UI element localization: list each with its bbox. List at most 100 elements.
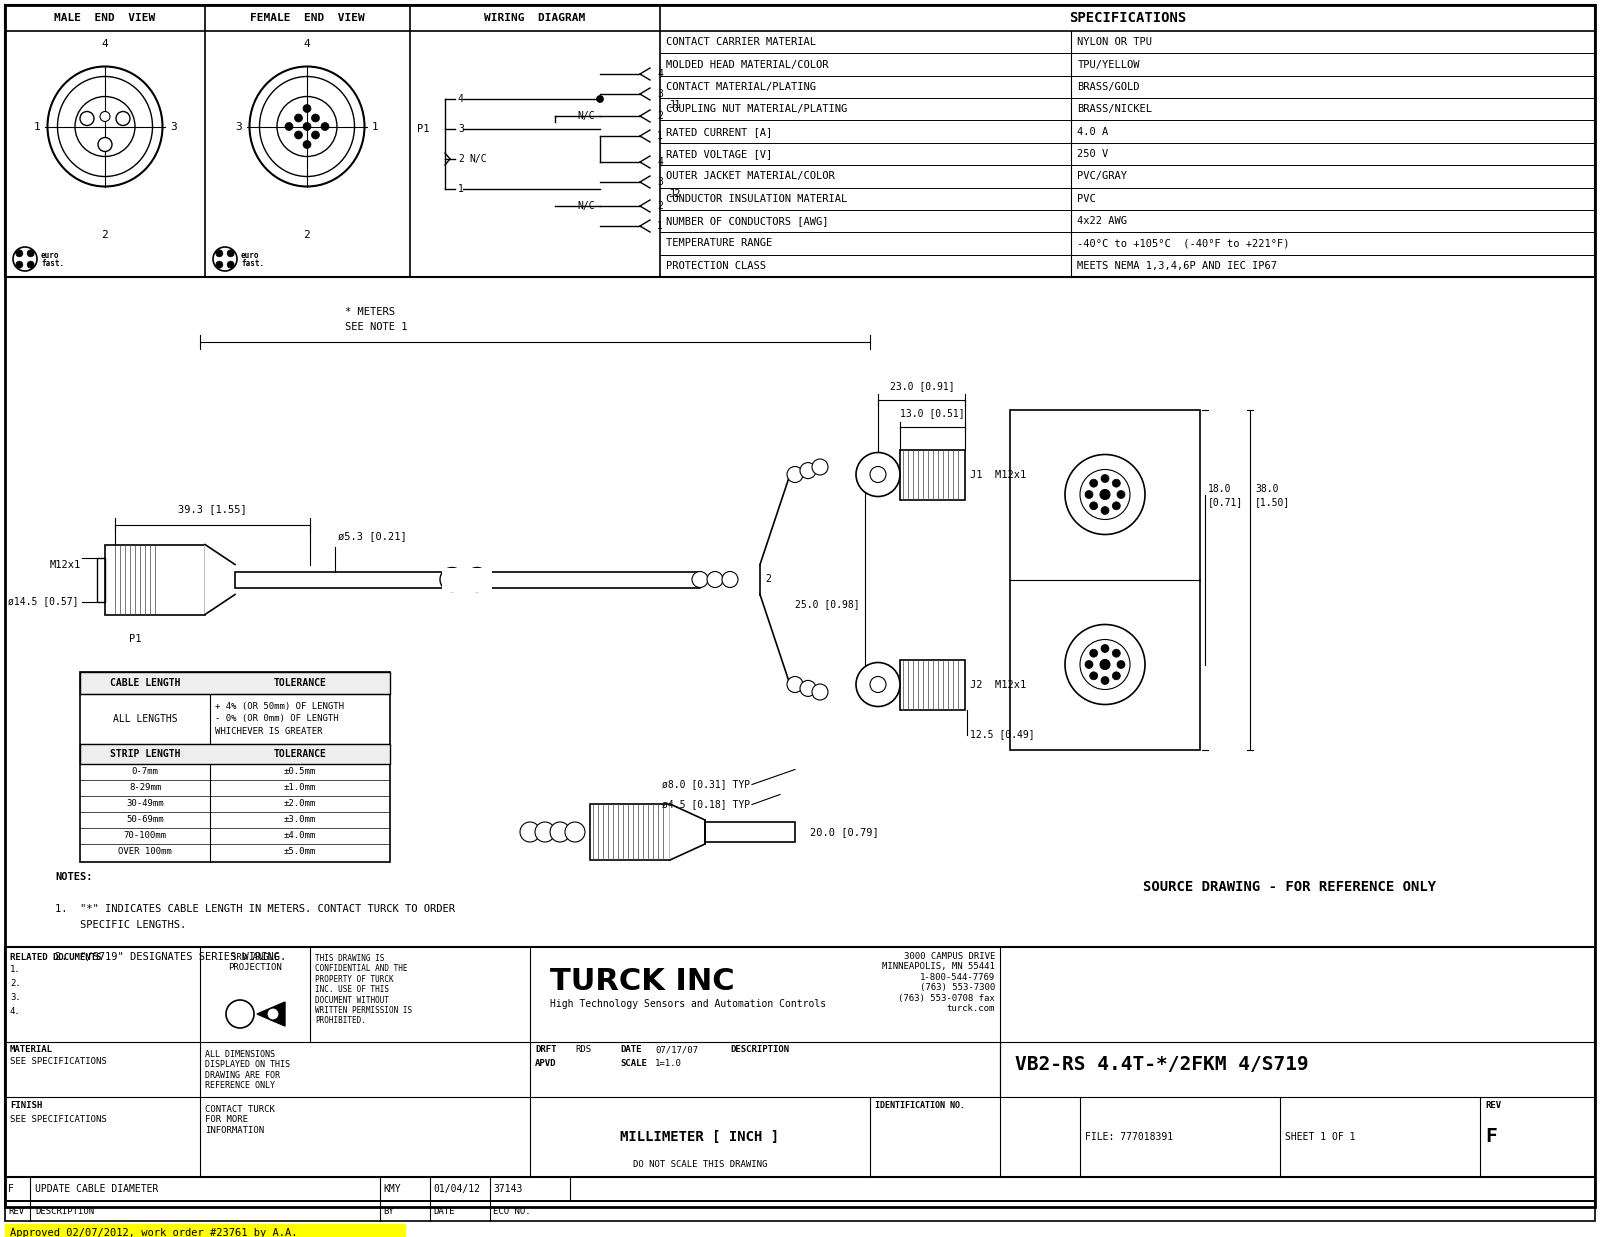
Circle shape <box>16 250 22 257</box>
Circle shape <box>1112 672 1120 680</box>
Bar <box>5 948 1595 1176</box>
Text: NUMBER OF CONDUCTORS [AWG]: NUMBER OF CONDUCTORS [AWG] <box>666 216 829 226</box>
Text: 3.: 3. <box>10 992 21 1002</box>
Text: CABLE LENGTH: CABLE LENGTH <box>110 678 181 688</box>
Text: 2: 2 <box>102 230 109 240</box>
Text: BRASS/GOLD: BRASS/GOLD <box>1077 82 1139 92</box>
Text: 4: 4 <box>658 157 662 167</box>
Text: 3: 3 <box>170 121 176 131</box>
Text: KMY: KMY <box>382 1184 400 1194</box>
Text: CONTACT CARRIER MATERIAL: CONTACT CARRIER MATERIAL <box>666 37 816 47</box>
Bar <box>80 672 390 862</box>
Circle shape <box>707 571 723 588</box>
Text: RDS: RDS <box>574 1045 590 1054</box>
Text: P1: P1 <box>128 635 141 644</box>
Text: 1: 1 <box>658 131 662 141</box>
Text: ø8.0 [0.31] TYP: ø8.0 [0.31] TYP <box>662 779 750 789</box>
Text: TURCK INC: TURCK INC <box>550 967 734 997</box>
Text: 3000 CAMPUS DRIVE
MINNEAPOLIS, MN 55441
1-800-544-7769
(763) 553-7300
(763) 553-: 3000 CAMPUS DRIVE MINNEAPOLIS, MN 55441 … <box>882 952 995 1013</box>
Bar <box>80 743 390 764</box>
Text: euro: euro <box>42 251 59 260</box>
Bar <box>5 1223 405 1237</box>
Text: 18.0: 18.0 <box>1208 485 1232 495</box>
Text: 30-49mm: 30-49mm <box>126 799 163 809</box>
Text: MILLIMETER [ INCH ]: MILLIMETER [ INCH ] <box>621 1131 779 1144</box>
Circle shape <box>302 104 310 113</box>
Text: MALE  END  VIEW: MALE END VIEW <box>54 14 155 24</box>
Text: - 0% (OR 0mm) OF LENGTH: - 0% (OR 0mm) OF LENGTH <box>214 715 339 724</box>
Circle shape <box>1101 677 1109 684</box>
Text: DATE: DATE <box>434 1206 454 1216</box>
Text: 3: 3 <box>235 121 242 131</box>
Circle shape <box>216 261 222 268</box>
Text: 3: 3 <box>458 124 464 134</box>
Text: Approved 02/07/2012, work order #23761 by A.A.: Approved 02/07/2012, work order #23761 b… <box>10 1228 298 1237</box>
Text: DATE: DATE <box>621 1045 642 1054</box>
Text: NYLON OR TPU: NYLON OR TPU <box>1077 37 1152 47</box>
Text: 1: 1 <box>658 221 662 231</box>
Text: J1: J1 <box>669 100 680 110</box>
Text: J2: J2 <box>669 189 680 199</box>
Text: APVD: APVD <box>534 1060 557 1069</box>
Polygon shape <box>205 544 235 615</box>
Text: ±3.0mm: ±3.0mm <box>283 815 317 825</box>
Text: IDENTIFICATION NO.: IDENTIFICATION NO. <box>875 1101 965 1110</box>
Text: [0.71]: [0.71] <box>1208 497 1243 507</box>
Bar <box>899 659 965 710</box>
Text: BRASS/NICKEL: BRASS/NICKEL <box>1077 104 1152 114</box>
Circle shape <box>1090 649 1098 657</box>
Text: 2: 2 <box>765 574 771 585</box>
Text: [1.50]: [1.50] <box>1254 497 1290 507</box>
Text: 3RD ANGLE: 3RD ANGLE <box>230 952 278 961</box>
Circle shape <box>1090 672 1098 680</box>
Text: OUTER JACKET MATERIAL/COLOR: OUTER JACKET MATERIAL/COLOR <box>666 172 835 182</box>
Bar <box>80 672 390 694</box>
Circle shape <box>1101 490 1110 500</box>
Text: ALL LENGTHS: ALL LENGTHS <box>112 714 178 724</box>
Text: fast.: fast. <box>42 259 64 267</box>
Text: NOTES:: NOTES: <box>54 872 93 882</box>
Bar <box>98 558 106 601</box>
Bar <box>5 1176 1595 1201</box>
Text: 50-69mm: 50-69mm <box>126 815 163 825</box>
Text: MOLDED HEAD MATERIAL/COLOR: MOLDED HEAD MATERIAL/COLOR <box>666 59 829 69</box>
Text: 23.0 [0.91]: 23.0 [0.91] <box>890 381 954 391</box>
Text: 37143: 37143 <box>493 1184 522 1194</box>
Text: PROJECTION: PROJECTION <box>229 962 282 971</box>
Text: 8-29mm: 8-29mm <box>130 783 162 793</box>
Text: J1  M12x1: J1 M12x1 <box>970 470 1026 480</box>
Bar <box>5 5 1595 277</box>
Circle shape <box>312 131 320 139</box>
Text: ECO NO.: ECO NO. <box>493 1206 531 1216</box>
Text: FILE: 777018391: FILE: 777018391 <box>1085 1132 1173 1142</box>
Circle shape <box>1101 475 1109 482</box>
Circle shape <box>285 122 293 130</box>
Text: 07/17/07: 07/17/07 <box>654 1045 698 1054</box>
Text: 2: 2 <box>304 230 310 240</box>
Text: N/C: N/C <box>469 153 486 165</box>
Text: VB2-RS 4.4T-*/2FKM 4/S719: VB2-RS 4.4T-*/2FKM 4/S719 <box>1014 1055 1309 1074</box>
Text: ALL DIMENSIONS
DISPLAYED ON THIS
DRAWING ARE FOR
REFERENCE ONLY: ALL DIMENSIONS DISPLAYED ON THIS DRAWING… <box>205 1050 290 1090</box>
Text: + 4% (OR 50mm) OF LENGTH: + 4% (OR 50mm) OF LENGTH <box>214 701 344 710</box>
Circle shape <box>302 122 310 130</box>
Text: 1=1.0: 1=1.0 <box>654 1060 682 1069</box>
Circle shape <box>1101 644 1109 652</box>
Text: 4: 4 <box>658 69 662 79</box>
Text: OVER 100mm: OVER 100mm <box>118 847 171 856</box>
Polygon shape <box>670 804 706 860</box>
Text: 2: 2 <box>658 111 662 121</box>
Circle shape <box>302 141 310 148</box>
Text: FINISH: FINISH <box>10 1101 42 1110</box>
Circle shape <box>1085 491 1093 499</box>
Circle shape <box>227 250 234 257</box>
Text: 1: 1 <box>34 121 40 131</box>
Circle shape <box>565 823 586 842</box>
Text: RATED VOLTAGE [V]: RATED VOLTAGE [V] <box>666 148 773 160</box>
Text: SEE NOTE 1: SEE NOTE 1 <box>346 322 408 332</box>
Bar <box>1010 409 1200 750</box>
Text: * METERS: * METERS <box>346 307 395 317</box>
Text: 2: 2 <box>658 200 662 212</box>
Text: 4.: 4. <box>10 1007 21 1016</box>
Text: ±2.0mm: ±2.0mm <box>283 799 317 809</box>
Text: 12.5 [0.49]: 12.5 [0.49] <box>970 730 1035 740</box>
